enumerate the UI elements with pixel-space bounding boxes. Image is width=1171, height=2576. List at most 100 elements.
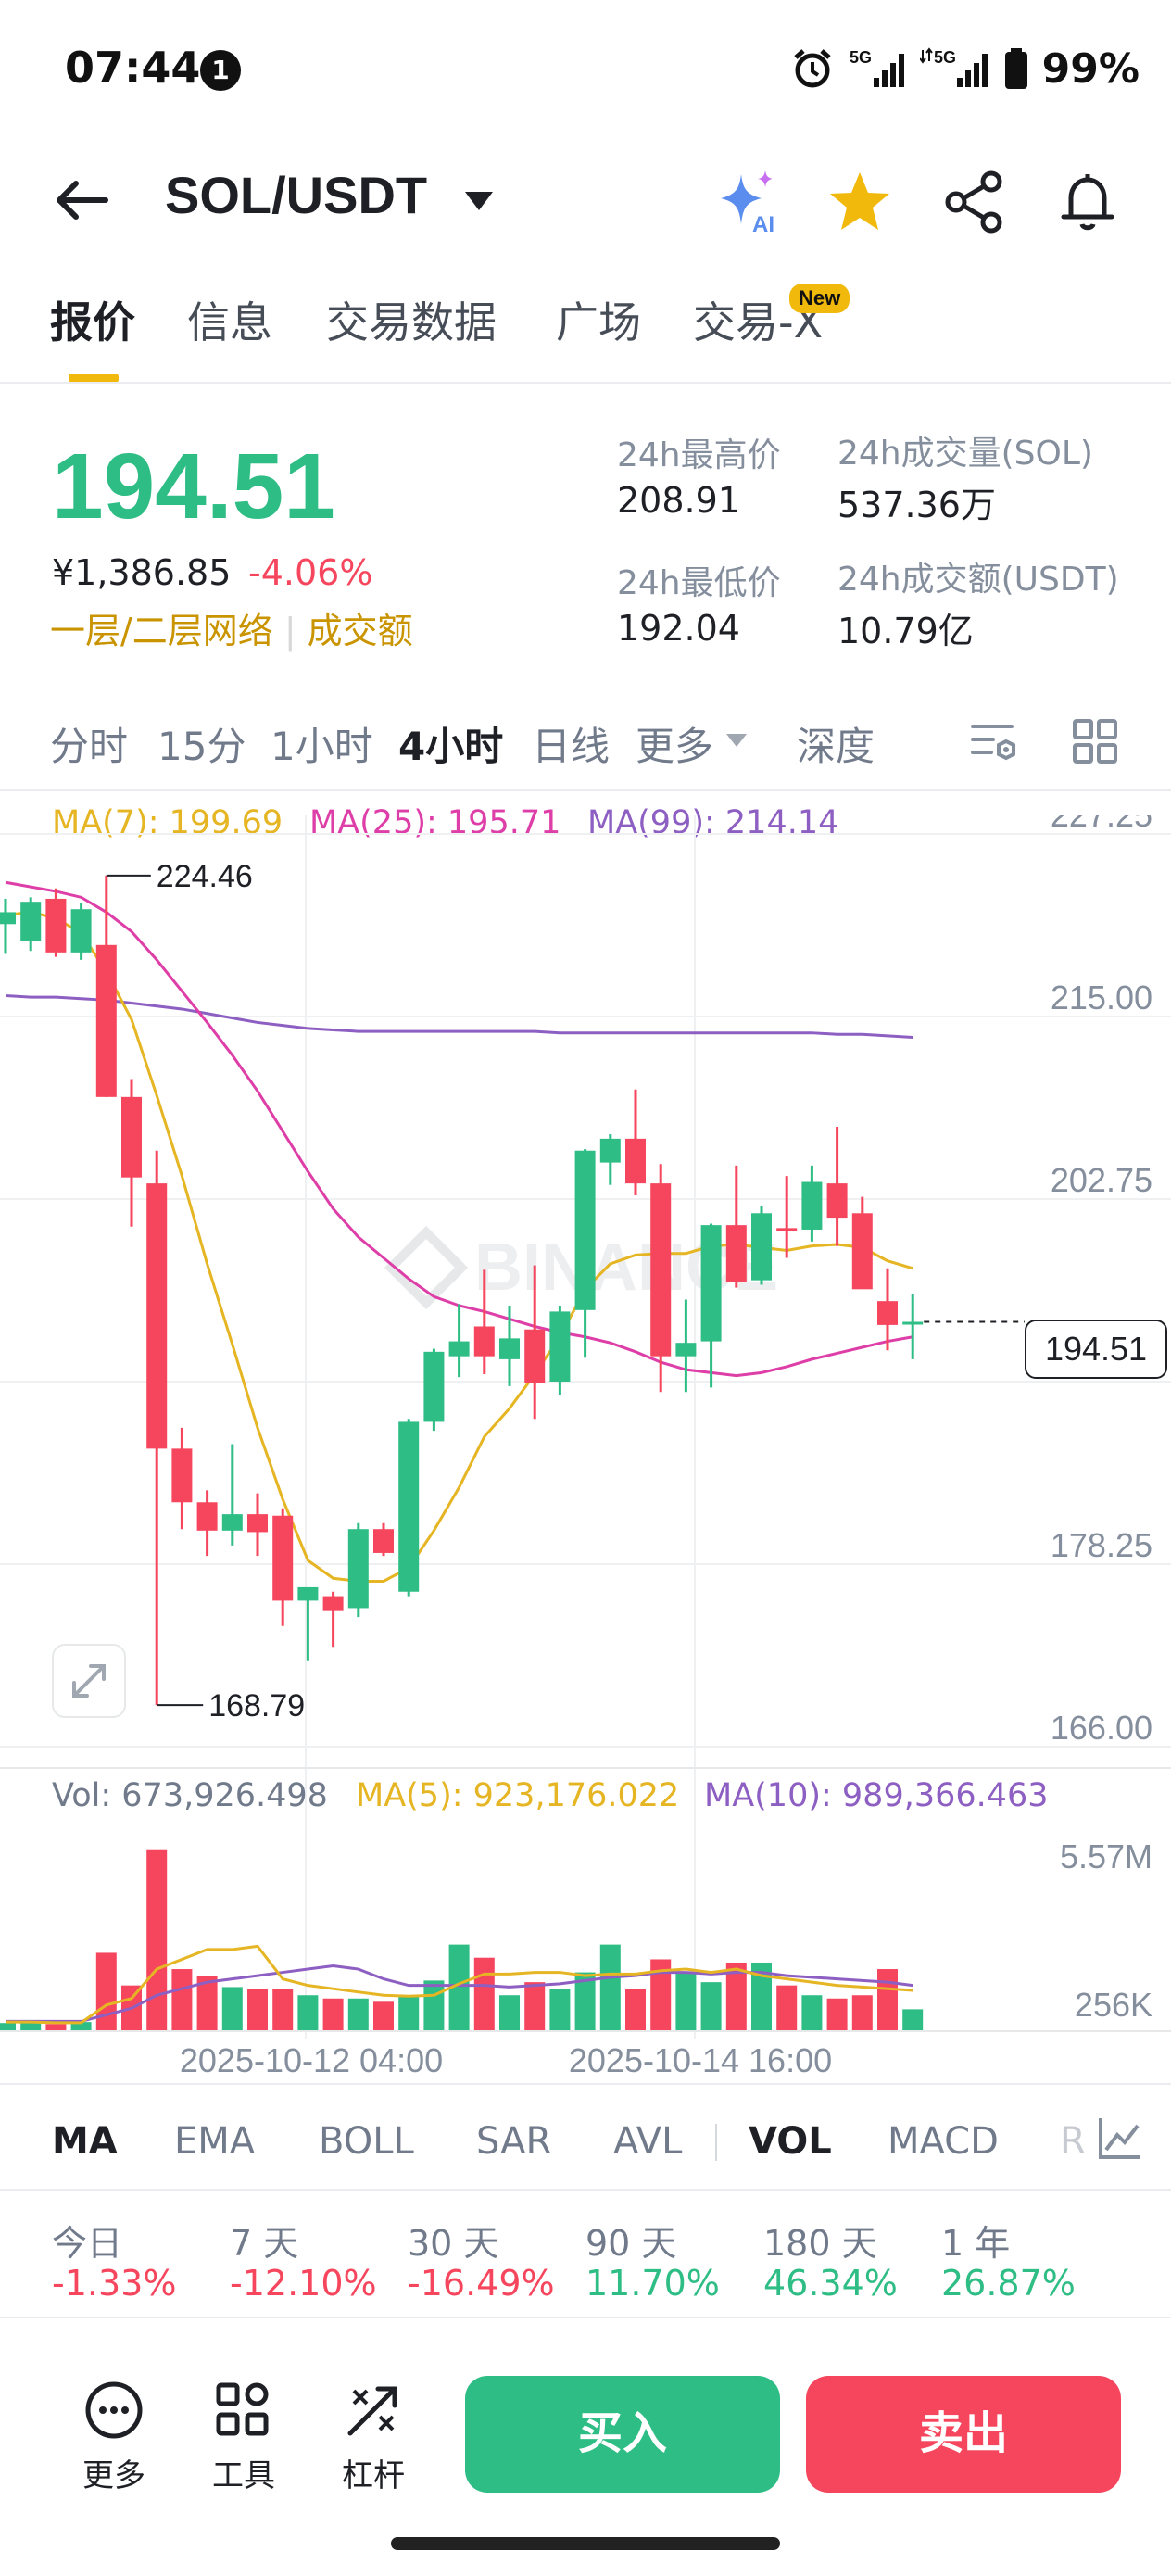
candle-body — [196, 1502, 218, 1531]
low-label: 24h最低价 — [617, 564, 781, 602]
ai-label: AI — [752, 212, 774, 237]
layout-grid-icon[interactable] — [1069, 715, 1121, 767]
bell-icon[interactable] — [1052, 167, 1123, 237]
interval-time-share[interactable]: 分时 — [50, 724, 129, 769]
last-price: 194.51 — [52, 435, 335, 538]
ma99-legend: MA(99): 214.14 — [587, 804, 839, 841]
volume-bar — [675, 1972, 697, 2031]
candle-body — [373, 1529, 394, 1553]
sell-button[interactable]: 卖出 — [806, 2376, 1121, 2493]
perf-label-today: 今日 — [52, 2223, 123, 2264]
share-icon[interactable] — [939, 167, 1010, 237]
indicator-settings-icon[interactable] — [1093, 2113, 1145, 2165]
candlestick-chart[interactable]: BINANCE 227.25215.00202.75190.50178.2516… — [0, 815, 1171, 2076]
pair-title[interactable]: SOL/USDT — [165, 166, 428, 224]
interval-1h[interactable]: 1小时 — [271, 724, 373, 769]
volume-bar — [851, 1995, 873, 2031]
svg-text:5G: 5G — [850, 48, 872, 67]
leverage-button[interactable]: 杠杆 — [322, 2380, 424, 2495]
volume-axis-tick-label: 5.57M — [1060, 1837, 1152, 1875]
candle-body — [423, 1351, 445, 1422]
high-value: 208.91 — [617, 480, 740, 521]
indicator-sar[interactable]: SAR — [476, 2120, 552, 2163]
volume-link[interactable]: 成交额 — [307, 611, 413, 651]
candle-body — [146, 1183, 168, 1449]
candle-body — [45, 898, 67, 953]
chevron-down-icon[interactable] — [463, 190, 495, 212]
y-axis-tick-label: 202.75 — [1051, 1161, 1152, 1199]
volume-bar — [221, 1987, 243, 2031]
y-axis-tick-label: 215.00 — [1051, 979, 1152, 1017]
indicator-boll[interactable]: BOLL — [319, 2120, 414, 2163]
volume-bar — [448, 1944, 470, 2031]
candle-body — [650, 1183, 672, 1357]
perf-value-30d: -16.49% — [408, 2263, 555, 2304]
interval-4h[interactable]: 4小时 — [398, 724, 504, 769]
interval-1d[interactable]: 日线 — [532, 724, 611, 769]
fullscreen-button[interactable] — [52, 1644, 126, 1718]
indicator-macd[interactable]: MACD — [888, 2120, 999, 2163]
tools-button[interactable]: 工具 — [193, 2380, 295, 2495]
candle-body — [801, 1181, 823, 1230]
volume-bar — [297, 1995, 319, 2031]
volume-bar — [700, 1982, 722, 2031]
candle-body — [322, 1596, 344, 1611]
current-price-tag: 194.51 — [1025, 1320, 1167, 1379]
status-icons: 5G 5G 99% — [790, 41, 1140, 96]
volume-bar — [524, 1982, 546, 2031]
tab-trading-data[interactable]: 交易数据 — [326, 297, 497, 347]
tools-grid-icon — [216, 2382, 269, 2436]
indicator-vol[interactable]: VOL — [749, 2120, 832, 2163]
volume-bar — [499, 1995, 520, 2031]
y-axis-tick-label: 178.25 — [1051, 1526, 1152, 1564]
low-marker-label: 168.79 — [208, 1688, 305, 1724]
leverage-label: 杠杆 — [342, 2457, 405, 2494]
candle-body — [851, 1213, 873, 1290]
favorite-star-icon[interactable] — [825, 167, 895, 237]
home-indicator[interactable] — [391, 2537, 780, 2550]
candle-body — [95, 944, 117, 1097]
ma7-legend: MA(7): 199.69 — [52, 804, 283, 841]
status-time: 07:44 — [65, 43, 201, 93]
tab-quote[interactable]: 报价 — [50, 297, 135, 347]
volume-axis-tick-label: 256K — [1075, 1986, 1152, 2024]
volume-bar — [574, 1972, 596, 2031]
indicator-rsi[interactable]: R — [1060, 2120, 1086, 2163]
signal-5g-2-icon: 5G — [919, 47, 988, 87]
new-badge: New — [789, 284, 850, 313]
volume-quote-value: 10.79亿 — [837, 611, 974, 651]
perf-value-today: -1.33% — [52, 2263, 177, 2304]
volume-bar — [0, 2023, 16, 2031]
indicator-avl[interactable]: AVL — [613, 2120, 683, 2163]
back-arrow-icon[interactable] — [50, 172, 115, 228]
candle-body — [725, 1225, 747, 1282]
indicator-ma[interactable]: MA — [52, 2120, 118, 2163]
expand-icon — [72, 1664, 106, 1698]
candle-body — [0, 912, 16, 925]
more-label: 更多 — [82, 2457, 145, 2494]
divider — [0, 789, 1171, 791]
perf-label-30d: 30 天 — [408, 2223, 499, 2264]
indicator-ema[interactable]: EMA — [174, 2120, 256, 2163]
interval-more[interactable]: 更多 — [636, 724, 714, 769]
volume-bar — [801, 1995, 823, 2031]
tab-info[interactable]: 信息 — [187, 297, 272, 347]
y-axis-tick-label: 227.25 — [1051, 815, 1152, 834]
tab-square[interactable]: 广场 — [556, 297, 641, 347]
interval-depth[interactable]: 深度 — [797, 724, 875, 769]
interval-15m[interactable]: 15分 — [157, 724, 246, 769]
candle-body — [877, 1301, 898, 1325]
candle-body — [625, 1138, 646, 1184]
chart-settings-icon[interactable] — [967, 715, 1019, 767]
buy-button[interactable]: 买入 — [465, 2376, 780, 2493]
x-axis-tick-label: 2025-10-14 16:00 — [569, 2041, 832, 2076]
network-link[interactable]: 一层/二层网络 — [50, 611, 273, 651]
candle-body — [171, 1448, 193, 1503]
price-cny: ¥1,386.85 — [52, 552, 232, 593]
chevron-down-icon[interactable] — [724, 732, 749, 749]
volume-bar — [398, 1997, 420, 2031]
ai-sparkle-icon[interactable]: AI — [713, 167, 784, 237]
volume-bar — [473, 1957, 495, 2031]
more-button[interactable]: 更多 — [63, 2380, 165, 2495]
perf-label-180d: 180 天 — [763, 2223, 877, 2264]
